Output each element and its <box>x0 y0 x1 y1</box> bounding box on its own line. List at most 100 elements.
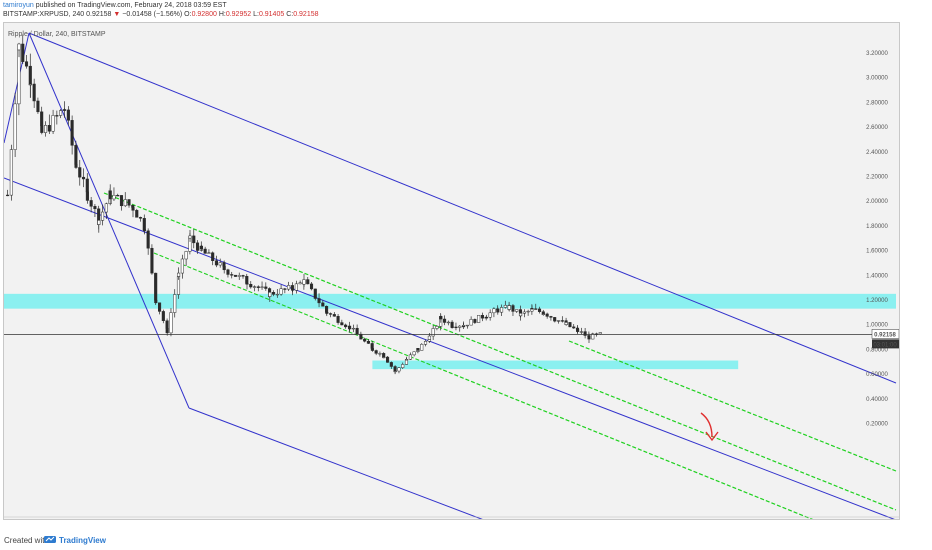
candle-body <box>374 350 378 354</box>
candle-body <box>378 353 382 355</box>
candle-body <box>245 283 249 285</box>
candle-body <box>572 326 576 329</box>
y-tick-label: 1.40000 <box>866 273 888 279</box>
candle-body <box>355 327 359 335</box>
candle-body <box>431 328 435 337</box>
candle-body <box>51 115 55 132</box>
candle-body <box>44 125 48 133</box>
candle-body <box>302 279 306 285</box>
candle-body <box>142 229 146 232</box>
candle-body <box>553 320 557 322</box>
candle-body <box>507 305 511 310</box>
blue-trendline <box>28 32 897 384</box>
candle-body <box>393 370 397 373</box>
candle-body <box>549 316 553 318</box>
candle-body <box>545 313 549 317</box>
candle-body <box>108 190 112 200</box>
candle-body <box>138 217 143 219</box>
candle-body <box>78 167 82 178</box>
ohlc-line: BITSTAMP:XRPUSD, 240 0.92158 ▼ −0.01458 … <box>3 11 319 18</box>
candle-body <box>405 359 409 361</box>
candle-body <box>275 293 279 296</box>
y-tick-label: 0.40000 <box>866 397 888 403</box>
candle-body <box>469 319 473 326</box>
candle-body <box>370 343 374 349</box>
candle-body <box>214 260 218 266</box>
tradingview-brand[interactable]: TradingView <box>59 536 106 545</box>
candle-body <box>222 266 226 271</box>
candle-body <box>587 335 591 340</box>
candle-body <box>161 311 165 321</box>
candle-body <box>154 272 158 301</box>
candle-body <box>298 282 302 285</box>
candle-body <box>366 340 370 344</box>
blue-trendline <box>4 177 895 519</box>
candle-body <box>180 258 184 274</box>
candle-body <box>226 269 230 275</box>
candle-body <box>13 103 17 150</box>
candle-body <box>416 348 420 351</box>
candle-body <box>146 230 150 249</box>
candle-body <box>272 292 276 295</box>
candle-body <box>165 328 169 334</box>
candle-body <box>256 286 260 288</box>
candle-body <box>450 326 454 328</box>
candle-body <box>500 307 504 313</box>
candle-body <box>279 288 283 295</box>
y-tick-label: 0.80000 <box>866 347 888 353</box>
candle-body <box>530 308 534 310</box>
low-label: L: <box>253 11 259 18</box>
candle-body <box>97 220 101 225</box>
candle-body <box>503 305 507 308</box>
high-value: 0.92952 <box>225 11 252 18</box>
candle-body <box>36 100 40 113</box>
candle-body <box>6 194 10 197</box>
candle-body <box>591 333 595 340</box>
candle-body <box>389 362 393 367</box>
candle-body <box>454 326 458 329</box>
y-tick-label: 1.80000 <box>866 224 888 230</box>
candle-body <box>32 83 36 102</box>
last-price: 0.92158 <box>86 11 112 18</box>
candle-body <box>104 203 108 213</box>
green-trendline <box>103 192 897 511</box>
price-chart[interactable]: 3.20000 3.00000 2.80000 2.60000 2.40000 2.200… <box>4 23 899 519</box>
candle-body <box>241 275 245 277</box>
green-trendline <box>153 252 814 519</box>
candle-body <box>477 315 481 323</box>
candle-body <box>268 292 272 297</box>
candle-body <box>188 235 192 239</box>
candle-body <box>534 308 538 310</box>
author-link[interactable]: tamiroyun <box>3 2 34 9</box>
high-label: H: <box>218 11 226 18</box>
candle-body <box>519 313 523 317</box>
candle-body <box>101 211 105 221</box>
candle-body <box>283 288 287 290</box>
candle-body <box>123 199 127 207</box>
candle-body <box>150 247 154 274</box>
candle-body <box>568 322 572 328</box>
low-value: 0.91405 <box>258 11 285 18</box>
candle-body <box>294 283 298 291</box>
candle-body <box>363 338 367 342</box>
candle-body <box>439 316 443 320</box>
candle-body <box>309 283 314 290</box>
candle-body <box>233 274 238 277</box>
candle-body <box>17 43 21 51</box>
candle-body <box>325 312 329 314</box>
candle-body <box>386 356 390 363</box>
candle-body <box>511 305 515 312</box>
candle-body <box>93 206 97 210</box>
candle-body <box>401 364 405 368</box>
candle-body <box>237 275 241 277</box>
countdown-tag: 03:01:00 <box>873 342 897 348</box>
candle-body <box>66 109 70 121</box>
chart-area[interactable]: 3.20000 3.00000 2.80000 2.60000 2.40000 2.200… <box>3 22 900 520</box>
green-trendline <box>568 340 897 472</box>
candle-body <box>47 125 51 132</box>
y-tick-label: 2.60000 <box>866 125 888 131</box>
candle-body <box>526 310 530 313</box>
y-tick-label: 2.40000 <box>866 150 888 156</box>
y-tick-label: 2.00000 <box>866 199 888 205</box>
blue-trendline <box>4 32 30 144</box>
